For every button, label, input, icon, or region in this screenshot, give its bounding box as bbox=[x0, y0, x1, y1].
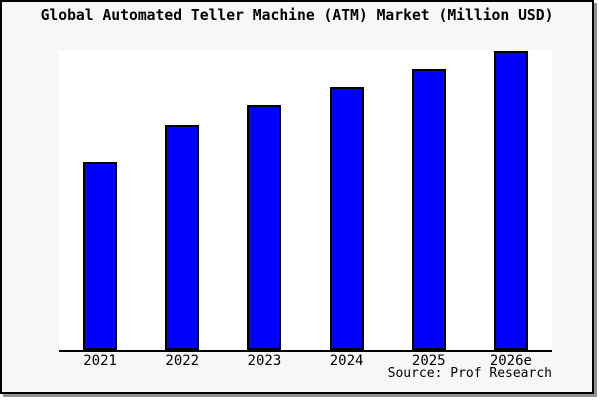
bar-2024 bbox=[329, 87, 364, 350]
source-note: Source: Prof Research bbox=[387, 366, 552, 381]
x-tick-label-2022: 2022 bbox=[165, 353, 200, 369]
plot-area bbox=[59, 50, 552, 352]
bar-2022 bbox=[165, 125, 200, 350]
chart-title: Global Automated Teller Machine (ATM) Ma… bbox=[40, 7, 554, 24]
bar-2025 bbox=[411, 69, 446, 350]
x-tick-label-2023: 2023 bbox=[247, 353, 282, 369]
x-axis-labels: 2021 2022 2023 2024 2025 2026e bbox=[59, 353, 552, 371]
x-tick-label-2021: 2021 bbox=[83, 353, 117, 369]
x-tick-label-2024: 2024 bbox=[329, 353, 364, 369]
chart-frame: Global Automated Teller Machine (ATM) Ma… bbox=[0, 0, 594, 394]
bar-2023 bbox=[247, 105, 282, 350]
bar-2026e bbox=[493, 51, 528, 350]
x-tick-label-2025: 2025 bbox=[411, 353, 446, 369]
x-tick-label-2026e: 2026e bbox=[489, 353, 532, 369]
bar-2021 bbox=[83, 162, 118, 350]
